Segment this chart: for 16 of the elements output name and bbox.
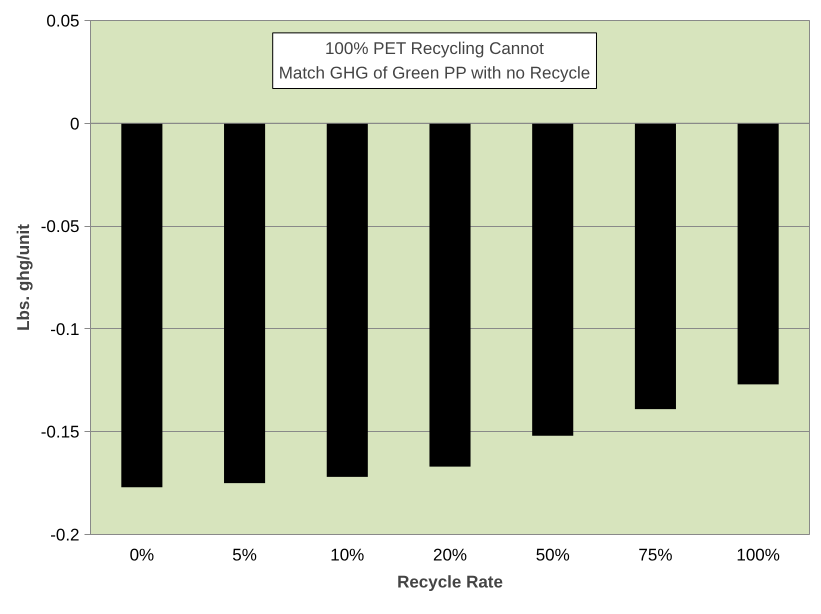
x-tick-label: 0%	[130, 546, 154, 564]
x-tick-label: 20%	[432, 546, 468, 564]
y-tick-label: -0.1	[50, 320, 80, 339]
x-tick-label: 50%	[536, 546, 570, 564]
annotation: 100% PET Recycling Cannot Match GHG of Green PP with no Recycle	[278, 38, 590, 83]
x-tick-label: 75%	[638, 546, 672, 564]
y-tick-label: 0	[70, 114, 80, 134]
x-tick-label: 10%	[330, 546, 364, 564]
x-tick-label: 100%	[736, 546, 780, 564]
x-tick-label: 5%	[232, 546, 257, 564]
y-tick-label: -0.05	[40, 217, 80, 236]
y-tick-label: -0.2	[50, 526, 80, 544]
y-axis-title: Lbs. ghg/unit	[14, 224, 33, 331]
y-tick-label: 0.05	[46, 12, 80, 30]
y-tick-label: -0.15	[40, 422, 80, 442]
x-axis-title: Recycle Rate	[397, 572, 503, 592]
